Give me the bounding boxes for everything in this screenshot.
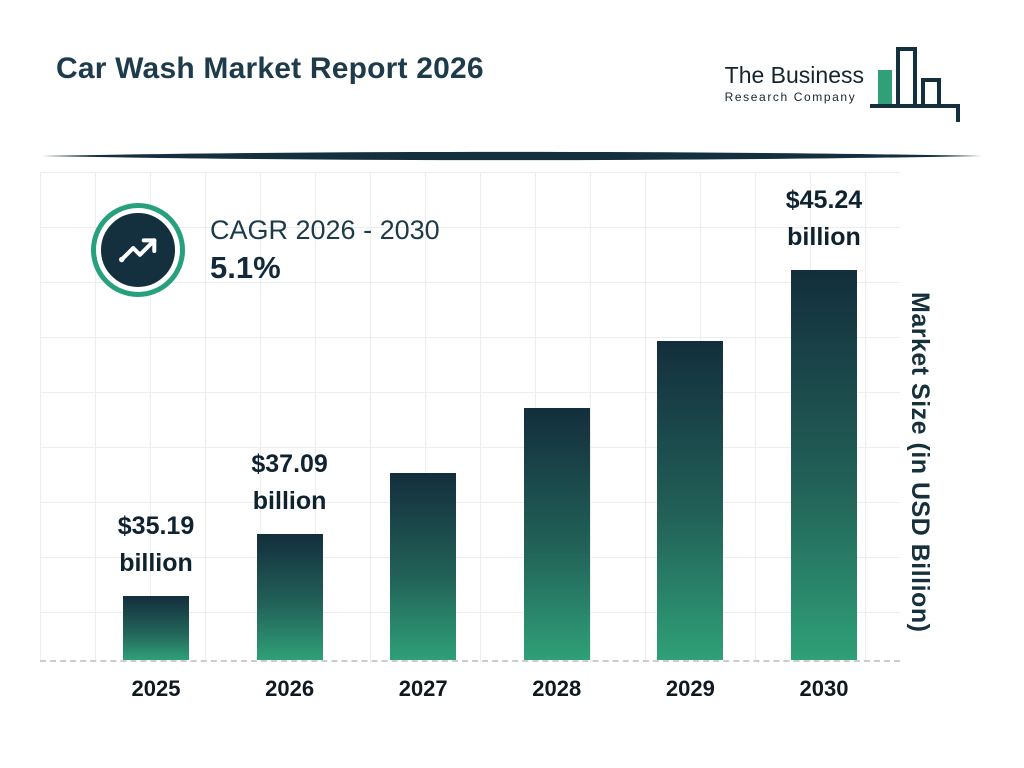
cagr-value: 5.1% (210, 249, 281, 285)
cagr-text: CAGR 2026 - 2030 5.1% (210, 215, 440, 286)
divider (42, 151, 982, 161)
bar-2030 (790, 270, 857, 660)
x-axis-label-2027: 2027 (398, 676, 448, 701)
bars-container: $35.19 billion 2025 $37.09 billion 2026 2027 20… (95, 182, 885, 701)
y-axis-label: Market Size (in USD Billion) (906, 292, 934, 633)
company-logo: The Business Research Company (725, 44, 966, 124)
bar-value-label-2030: $45.24 billion (785, 186, 863, 251)
x-axis-label-2026: 2026 (265, 676, 315, 701)
logo-subname: Research Company (724, 90, 857, 104)
bar-column-2029: 2029 (629, 341, 751, 701)
bar-2029 (657, 341, 724, 660)
bar-value-label-2026: $37.09 billion (251, 450, 328, 515)
trending-up-icon (96, 208, 180, 292)
bar-column-2027: 2027 (362, 473, 484, 701)
bar-column-2025: $35.19 billion 2025 (95, 508, 217, 701)
bar-2028 (523, 408, 590, 660)
bar-2026 (256, 534, 323, 660)
bar-2025 (123, 596, 189, 660)
cagr-label: CAGR 2026 - 2030 (210, 214, 440, 245)
bar-2027 (390, 473, 457, 660)
bar-value-label-2025: $35.19 billion (117, 512, 195, 577)
x-axis-label-2025: 2025 (131, 676, 181, 701)
logo-name: The Business (724, 62, 864, 88)
bar-column-2030: $45.24 billion 2030 (763, 182, 885, 701)
x-axis-label-2030: 2030 (799, 676, 849, 701)
page-title: Car Wash Market Report 2026 (56, 52, 484, 85)
trending-up-arrow (119, 238, 157, 263)
logo-bars-icon (870, 47, 960, 122)
bar-chart: $35.19 billion 2025 $37.09 billion 2026 2027 20… (40, 172, 900, 701)
company-logo-text: The Business Research Company (725, 62, 864, 104)
x-axis-label-2028: 2028 (532, 676, 582, 701)
x-axis-label-2029: 2029 (665, 676, 715, 701)
cagr-badge: CAGR 2026 - 2030 5.1% (96, 208, 440, 292)
bar-column-2026: $37.09 billion 2026 (229, 446, 351, 701)
bar-column-2028: 2028 (496, 408, 618, 701)
